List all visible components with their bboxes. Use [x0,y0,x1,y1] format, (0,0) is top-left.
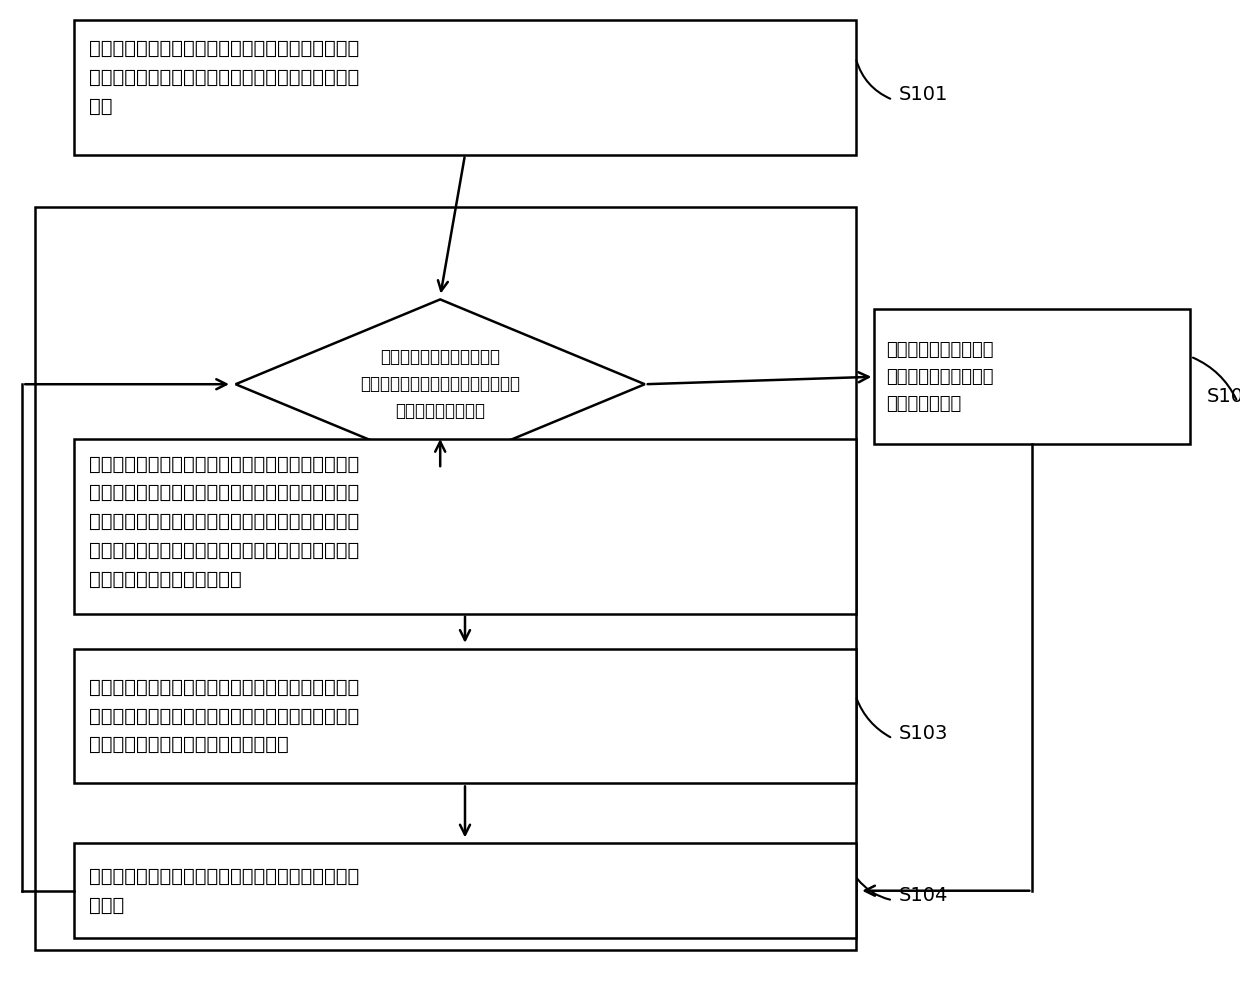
Text: S104: S104 [899,885,949,905]
Bar [74,843,856,938]
Text: S103: S103 [899,724,949,744]
Polygon shape [236,299,645,469]
Bar [874,309,1190,444]
Text: 监测实际汇水量及地下气化
炉内的气压，并将实际汇水量与气化
工艺需水量进行比较: 监测实际汇水量及地下气化 炉内的气压，并将实际汇水量与气化 工艺需水量进行比较 [360,348,521,420]
Bar [74,649,856,783]
Text: 当气化区域的燃煤量达到该区域煤层储量的一定比例
之后，按照设定的位置距离向后移动注气管从而改变
气化面的位置以进行下一段煤层的气化: 当气化区域的燃煤量达到该区域煤层储量的一定比例 之后，按照设定的位置距离向后移动… [89,678,360,754]
Bar [74,439,856,614]
Text: S102: S102 [1207,387,1240,406]
Bar [35,207,856,950]
Text: S101: S101 [899,85,949,105]
Text: 当地下气化炉内的气压
降低至设定的地下气化
炉最小气压值时: 当地下气化炉内的气压 降低至设定的地下气化 炉最小气压值时 [887,340,994,413]
Text: 设定气化工艺需水量，设定顶板含水层的水压值，设
定地下气化炉最小气压值，设定地下气化炉的开始气
压值: 设定气化工艺需水量，设定顶板含水层的水压值，设 定地下气化炉最小气压值，设定地下… [89,39,360,116]
Text: 维持地下气化炉内的压力不变，通过进气通道对气化
面注水: 维持地下气化炉内的压力不变，通过进气通道对气化 面注水 [89,867,360,914]
Bar [74,20,856,155]
Text: 当地下气化炉内的气压大于设定的地下气化炉最小气
压值，且实际汇水量与气化工艺需水量之间的差值超
过允许的误差范围时，调整地下气化炉内的气压以改
变实际汇水量使实: 当地下气化炉内的气压大于设定的地下气化炉最小气 压值，且实际汇水量与气化工艺需水… [89,454,360,589]
